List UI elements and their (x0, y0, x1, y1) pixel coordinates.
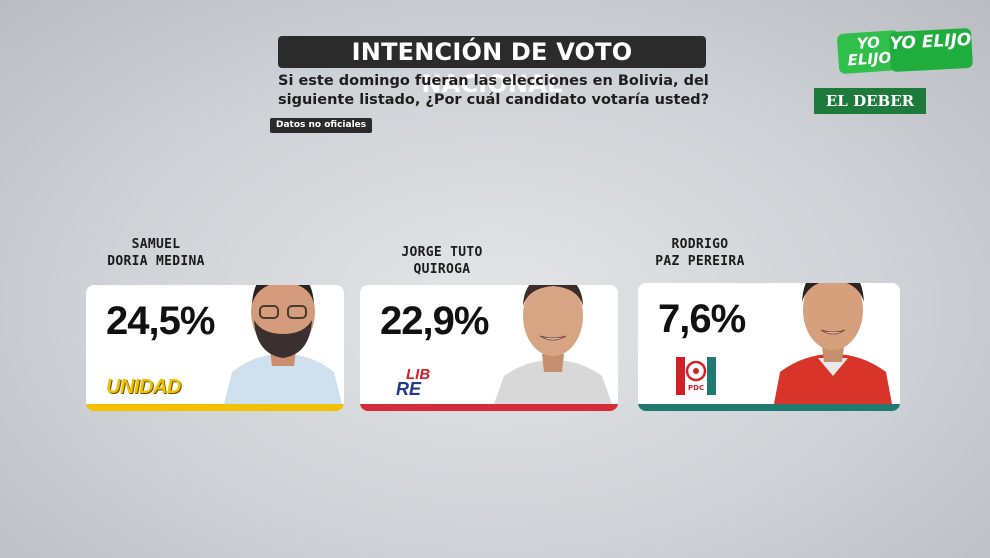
party-logo-pdc: PDC (676, 357, 716, 395)
party-logo-libre: LIB RE (396, 366, 431, 399)
party-logo-libre-bottom: RE (396, 379, 422, 399)
candidate-card: 24,5% UNIDAD (86, 285, 344, 411)
candidate-card: 22,9% LIB RE (360, 285, 618, 411)
vote-percentage: 22,9% (380, 299, 489, 343)
party-logo-unidad: UNIDAD (106, 376, 181, 398)
accent-bar (86, 404, 344, 411)
disclaimer-badge: Datos no oficiales (270, 118, 373, 133)
candidate-name-line2: DORIA MEDINA (107, 254, 205, 269)
candidate-photo (224, 285, 342, 404)
party-logo-libre-top: LIB (406, 366, 431, 383)
candidate-name: JORGE TUTO QUIROGA (382, 244, 502, 278)
accent-bar (638, 404, 900, 411)
candidate-name-line1: RODRIGO (671, 237, 729, 252)
yo-elijo-logo-large: YO ELIJO (889, 27, 973, 73)
candidate-name-line1: SAMUEL (131, 237, 181, 252)
candidate-name-line1: JORGE TUTO (401, 245, 483, 260)
party-label: PDC (688, 384, 705, 392)
candidate-card: 7,6% PDC (638, 283, 900, 411)
vote-percentage: 7,6% (658, 297, 746, 341)
candidate-name: RODRIGO PAZ PEREIRA (652, 236, 748, 270)
candidate-photo (774, 283, 892, 404)
candidate-name-line2: PAZ PEREIRA (655, 254, 745, 269)
page-title: INTENCIÓN DE VOTO NACIONAL (278, 36, 706, 98)
survey-question: Si este domingo fueran las elecciones en… (278, 73, 710, 108)
vote-percentage: 24,5% (106, 299, 215, 343)
accent-bar (360, 404, 618, 411)
candidate-name-line2: QUIROGA (413, 262, 471, 277)
pdc-emblem-icon (676, 357, 716, 395)
candidate-photo (494, 285, 612, 404)
el-deber-logo: EL DEBER (814, 88, 926, 114)
candidate-name: SAMUEL DORIA MEDINA (86, 236, 226, 270)
